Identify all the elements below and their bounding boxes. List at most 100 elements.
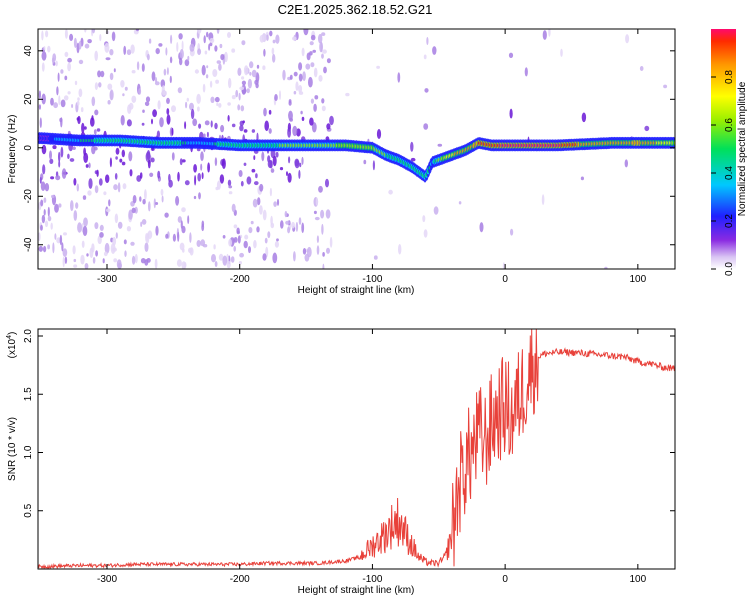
noise-speckle (38, 104, 42, 110)
noise-speckle (177, 231, 180, 242)
noise-speckle (198, 123, 202, 129)
noise-speckle (74, 80, 78, 86)
noise-speckle (126, 119, 132, 127)
noise-speckle (105, 57, 111, 61)
noise-speckle (54, 233, 57, 240)
noise-speckle (272, 39, 276, 44)
noise-speckle (269, 30, 273, 37)
noise-speckle (138, 88, 142, 95)
noise-speckle (72, 245, 76, 255)
noise-speckle (94, 50, 98, 61)
noise-speckle (230, 256, 235, 263)
noise-speckle (200, 151, 204, 162)
noise-speckle (144, 242, 149, 252)
spectrogram-panel: -300 -200 -100 0 100 40 20 0 -20 -40 Height of s… (7, 28, 676, 296)
noise-speckle (231, 48, 236, 53)
noise-speckle (60, 69, 64, 74)
noise-speckle (160, 188, 164, 196)
noise-speckle (73, 258, 77, 263)
noise-speckle (262, 33, 267, 43)
noise-speckle (43, 209, 46, 216)
noise-speckle (289, 74, 293, 80)
noise-speckle (320, 209, 325, 219)
noise-speckle (300, 110, 303, 115)
colorbar-tick-label: 0.6 (724, 118, 735, 132)
noise-speckle (166, 108, 170, 115)
noise-speckle (248, 227, 253, 234)
noise-speckle (303, 29, 309, 36)
noise-speckle (141, 63, 145, 72)
noise-speckle (50, 222, 53, 230)
noise-speckle (171, 127, 174, 136)
noise-speckle (88, 178, 93, 189)
noise-speckle (72, 146, 76, 150)
x-tick-label: -200 (230, 574, 250, 585)
noise-speckle (177, 171, 180, 182)
noise-speckle (219, 174, 225, 184)
noise-speckle (238, 261, 242, 265)
noise-speckle (64, 75, 68, 81)
noise-speckle (69, 33, 74, 42)
noise-speckle (189, 247, 194, 256)
noise-speckle (122, 183, 127, 190)
noise-speckle (309, 41, 314, 46)
noise-speckle (103, 191, 107, 196)
noise-speckle (168, 179, 173, 188)
noise-speckle (218, 63, 222, 71)
noise-speckle (220, 124, 225, 133)
noise-speckle (114, 173, 118, 180)
spectrogram-x-ticks: -300 -200 -100 0 100 (97, 29, 647, 285)
x-tick-label: 100 (629, 274, 646, 285)
noise-speckle (204, 50, 208, 55)
noise-speckle (59, 234, 63, 246)
noise-speckle (175, 195, 180, 206)
snr-y-ticks: 0.5 1.0 1.5 2.0 (23, 329, 675, 518)
noise-speckle (279, 167, 284, 171)
noise-speckle (41, 30, 44, 41)
noise-speckle (128, 102, 134, 110)
noise-speckle (52, 145, 57, 150)
noise-speckle (218, 253, 224, 261)
noise-speckle (209, 37, 215, 44)
noise-speckle (426, 37, 429, 45)
noise-speckle (272, 53, 276, 63)
noise-speckle (250, 220, 254, 225)
noise-speckle (275, 151, 279, 158)
noise-speckle (92, 257, 96, 264)
noise-speckle (179, 242, 185, 251)
snr-y-label: SNR (10 * v/v) (7, 417, 18, 481)
noise-speckle (117, 221, 123, 229)
noise-speckle (58, 160, 61, 168)
noise-speckle (259, 183, 264, 192)
noise-speckle (280, 220, 284, 229)
noise-speckle (306, 52, 311, 61)
noise-speckle (228, 77, 232, 89)
noise-speckle (311, 122, 317, 133)
noise-speckle (146, 150, 151, 161)
noise-speckle (147, 159, 151, 169)
noise-speckle (124, 250, 127, 257)
noise-speckle (131, 70, 136, 74)
noise-speckle (122, 93, 125, 97)
noise-speckle (110, 243, 116, 254)
noise-speckle (239, 86, 245, 91)
noise-speckle (64, 256, 68, 264)
noise-speckle (86, 253, 89, 257)
noise-speckle (164, 212, 169, 218)
noise-speckle (268, 109, 272, 115)
noise-speckle (548, 29, 551, 37)
noise-speckle (62, 248, 68, 257)
noise-speckle (177, 216, 182, 223)
noise-speckle (266, 34, 269, 41)
noise-speckle (98, 178, 103, 186)
noise-speckle (248, 246, 251, 254)
noise-speckle (580, 176, 585, 181)
noise-speckle (84, 126, 87, 130)
noise-speckle (209, 42, 213, 47)
noise-speckle (298, 62, 303, 71)
noise-speckle (38, 232, 41, 242)
noise-speckle (113, 258, 118, 263)
noise-speckle (77, 115, 81, 125)
noise-speckle (204, 120, 210, 126)
noise-speckle (326, 123, 331, 130)
